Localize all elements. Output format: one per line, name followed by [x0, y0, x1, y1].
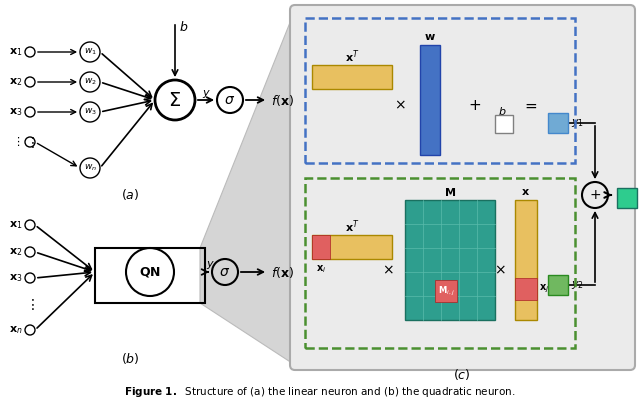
Text: $\mathbf{M}_{i,j}$: $\mathbf{M}_{i,j}$ [438, 284, 454, 298]
Text: $\Sigma$: $\Sigma$ [168, 91, 182, 109]
Text: $f(\mathbf{x})$: $f(\mathbf{x})$ [271, 265, 294, 279]
Bar [495, 115, 513, 133]
Text: $\vdots$: $\vdots$ [25, 298, 35, 312]
Bar [312, 235, 392, 259]
Text: $y$: $y$ [205, 259, 214, 271]
Text: $\mathbf{x}_3$: $\mathbf{x}_3$ [9, 106, 23, 118]
Text: $\mathbf{M}$: $\mathbf{M}$ [444, 186, 456, 198]
Bar [312, 65, 392, 89]
Text: $f(\mathbf{x})$: $f(\mathbf{x})$ [271, 93, 294, 107]
Bar [548, 275, 568, 295]
Text: $\mathbf{x}_2$: $\mathbf{x}_2$ [10, 76, 22, 88]
Bar [515, 278, 537, 300]
Text: $\sigma$: $\sigma$ [220, 265, 230, 279]
Text: $\times$: $\times$ [494, 263, 506, 277]
Bar [617, 188, 637, 208]
Text: $(a)$: $(a)$ [121, 188, 139, 203]
Text: $\mathbf{x}^T$: $\mathbf{x}^T$ [345, 219, 359, 235]
Text: $\mathbf{x}_1$: $\mathbf{x}_1$ [9, 46, 23, 58]
Text: $+$: $+$ [468, 97, 481, 113]
Text: $=$: $=$ [522, 263, 538, 277]
Text: $\times$: $\times$ [394, 98, 406, 112]
Text: $w_2$: $w_2$ [84, 77, 97, 87]
Text: $\vdots$: $\vdots$ [25, 134, 35, 150]
Bar [95, 248, 205, 303]
Bar [405, 200, 495, 320]
Text: $\mathbf{x}_3$: $\mathbf{x}_3$ [9, 272, 23, 284]
Bar [515, 200, 537, 320]
Polygon shape [200, 10, 295, 365]
Text: $b$: $b$ [179, 20, 188, 34]
Text: $=$: $=$ [522, 97, 538, 113]
Text: $y$: $y$ [202, 88, 211, 100]
Text: $\mathbf{x}_1$: $\mathbf{x}_1$ [9, 219, 23, 231]
Text: $w_1$: $w_1$ [84, 47, 97, 57]
Text: $\times$: $\times$ [382, 263, 394, 277]
Text: $w_3$: $w_3$ [84, 107, 97, 117]
Text: $\mathbf{x}^T$: $\mathbf{x}^T$ [345, 49, 359, 65]
Text: $(c)$: $(c)$ [453, 367, 471, 383]
Text: $\mathbf{x}_j$: $\mathbf{x}_j$ [539, 283, 549, 295]
Text: $\mathbf{x}_i$: $\mathbf{x}_i$ [316, 263, 326, 275]
FancyBboxPatch shape [290, 5, 635, 370]
Text: $\mathbf{x}$: $\mathbf{x}$ [522, 187, 531, 197]
Bar [312, 235, 330, 259]
Text: $w_n$: $w_n$ [83, 163, 97, 173]
Bar [548, 113, 568, 133]
Text: $b$: $b$ [498, 105, 506, 117]
Bar [305, 18, 575, 163]
Text: $\mathbf{x}_n$: $\mathbf{x}_n$ [9, 324, 23, 336]
Text: $\mathbf{w}$: $\mathbf{w}$ [424, 32, 436, 42]
Text: $\mathbf{x}_2$: $\mathbf{x}_2$ [10, 246, 22, 258]
Bar [435, 280, 457, 302]
Bar [305, 178, 575, 348]
Text: $\mathbf{Figure\ 1.}$  Structure of (a) the linear neuron and (b) the quadratic : $\mathbf{Figure\ 1.}$ Structure of (a) t… [124, 385, 516, 399]
Bar [420, 45, 440, 155]
Text: $y_1$: $y_1$ [571, 117, 584, 129]
Text: $\mathbf{QN}$: $\mathbf{QN}$ [139, 265, 161, 279]
Text: $+$: $+$ [589, 188, 601, 202]
Text: $\sigma$: $\sigma$ [225, 93, 236, 107]
Text: $\vdots$: $\vdots$ [12, 136, 20, 148]
Text: $y_2$: $y_2$ [571, 279, 584, 291]
Text: $(b)$: $(b)$ [121, 350, 140, 365]
